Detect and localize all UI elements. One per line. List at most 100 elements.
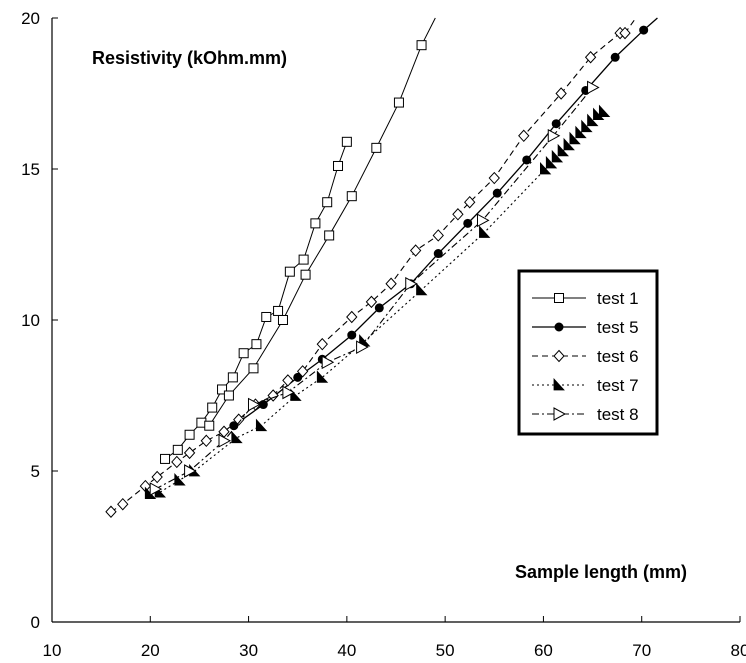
data-point-test-5: [229, 421, 239, 431]
data-point-test-7: [581, 119, 593, 133]
data-point-test-5: [639, 25, 649, 35]
data-point-test-7: [563, 137, 575, 151]
legend-label-test-8: test 8: [597, 405, 639, 424]
data-point-test-5: [610, 52, 620, 62]
x-tick-label: 70: [632, 641, 651, 660]
data-point-test-6: [409, 244, 422, 257]
data-point-test-6: [117, 497, 129, 511]
data-point-test-1: [160, 453, 171, 464]
data-point-test-1: [300, 269, 311, 280]
data-point-test-6: [171, 455, 183, 469]
y-axis-title: Resistivity (kOhm.mm): [92, 48, 287, 68]
series-test-6: [105, 17, 637, 519]
series-test-8: [149, 80, 600, 496]
data-point-test-7: [598, 104, 611, 118]
data-point-test-8: [405, 276, 418, 291]
data-point-test-1: [333, 160, 344, 171]
data-point-test-1: [393, 97, 404, 108]
data-point-test-1: [207, 402, 218, 413]
x-tick-label: 10: [43, 641, 62, 660]
y-tick-label: 0: [31, 613, 40, 632]
data-point-test-1: [217, 384, 228, 395]
data-point-test-5: [522, 155, 532, 165]
data-point-test-6: [555, 87, 567, 100]
series-line-test-8: [154, 87, 593, 490]
series-line-test-1: [164, 141, 348, 460]
data-point-test-5: [551, 119, 561, 129]
series-test-1: [160, 17, 436, 464]
data-point-test-5: [347, 330, 357, 340]
data-point-test-1: [322, 197, 333, 208]
data-point-test-6: [233, 413, 245, 426]
data-point-test-7: [316, 370, 329, 383]
data-point-test-8: [356, 340, 369, 355]
y-tick-label: 20: [21, 9, 40, 28]
data-point-test-7: [575, 125, 587, 139]
data-point-test-1: [284, 266, 295, 277]
data-point-test-8: [149, 482, 163, 496]
data-point-test-7: [557, 143, 569, 157]
legend-label-test-7: test 7: [597, 376, 639, 395]
legend-marker-test-7: [553, 377, 565, 391]
data-point-test-1: [172, 444, 183, 455]
legend: test 1 test 5 test 6 test 7 test 8: [517, 269, 659, 436]
data-point-test-7: [479, 225, 491, 238]
legend-label-test-5: test 5: [597, 318, 639, 337]
data-point-test-6: [316, 337, 328, 351]
data-point-test-7: [539, 161, 552, 175]
data-point-test-1: [227, 372, 238, 383]
data-point-test-5: [492, 188, 502, 198]
data-point-test-1: [341, 136, 352, 147]
data-point-test-1: [204, 420, 215, 431]
data-point-test-6: [151, 470, 163, 484]
data-point-test-1: [223, 390, 234, 401]
data-point-test-8: [184, 464, 197, 478]
tick-labels: 10 20 30 40 50 60 70 80 0 5 10 15 20: [21, 9, 746, 660]
legend-marker-test-6: [553, 349, 565, 363]
data-point-test-6: [619, 26, 631, 40]
data-point-test-7: [569, 131, 581, 145]
data-point-test-6: [183, 446, 196, 460]
data-point-test-8: [282, 385, 295, 400]
data-point-test-1: [251, 339, 262, 350]
data-point-test-6: [584, 51, 597, 64]
data-point-test-6: [488, 171, 500, 185]
data-point-test-7: [255, 418, 268, 432]
data-point-test-8: [321, 355, 335, 370]
data-point-test-7: [416, 282, 428, 296]
data-point-test-6: [105, 505, 117, 519]
legend-marker-test-8: [553, 407, 567, 421]
legend-label-test-6: test 6: [597, 347, 639, 366]
data-point-test-8: [218, 433, 232, 448]
data-point-test-5: [374, 303, 384, 313]
data-point-test-1: [248, 363, 259, 374]
data-point-test-6: [267, 389, 279, 402]
x-tick-label: 60: [534, 641, 553, 660]
data-point-test-6: [385, 277, 397, 291]
data-point-test-7: [231, 430, 243, 444]
data-point-test-6: [432, 229, 444, 242]
data-point-test-5: [433, 249, 443, 259]
series-line-test-5: [233, 17, 658, 427]
data-point-test-1: [324, 230, 335, 241]
data-point-test-6: [282, 374, 294, 387]
data-point-test-6: [296, 365, 309, 378]
data-point-test-1: [238, 348, 249, 359]
y-tick-label: 10: [21, 311, 40, 330]
legend-label-test-1: test 1: [597, 289, 639, 308]
data-point-test-8: [587, 80, 600, 95]
data-point-test-1: [298, 254, 309, 265]
legend-marker-test-1: [554, 293, 564, 303]
x-tick-label: 30: [239, 641, 258, 660]
data-point-test-1: [261, 311, 272, 322]
data-point-test-1: [310, 218, 321, 229]
data-point-test-6: [518, 129, 530, 143]
data-point-test-5: [463, 218, 473, 228]
series-test-5: [229, 17, 658, 431]
data-point-test-8: [247, 397, 261, 412]
data-point-test-1: [371, 142, 382, 153]
x-tick-label: 50: [436, 641, 455, 660]
data-point-test-1: [184, 429, 195, 440]
data-point-test-6: [346, 310, 358, 324]
